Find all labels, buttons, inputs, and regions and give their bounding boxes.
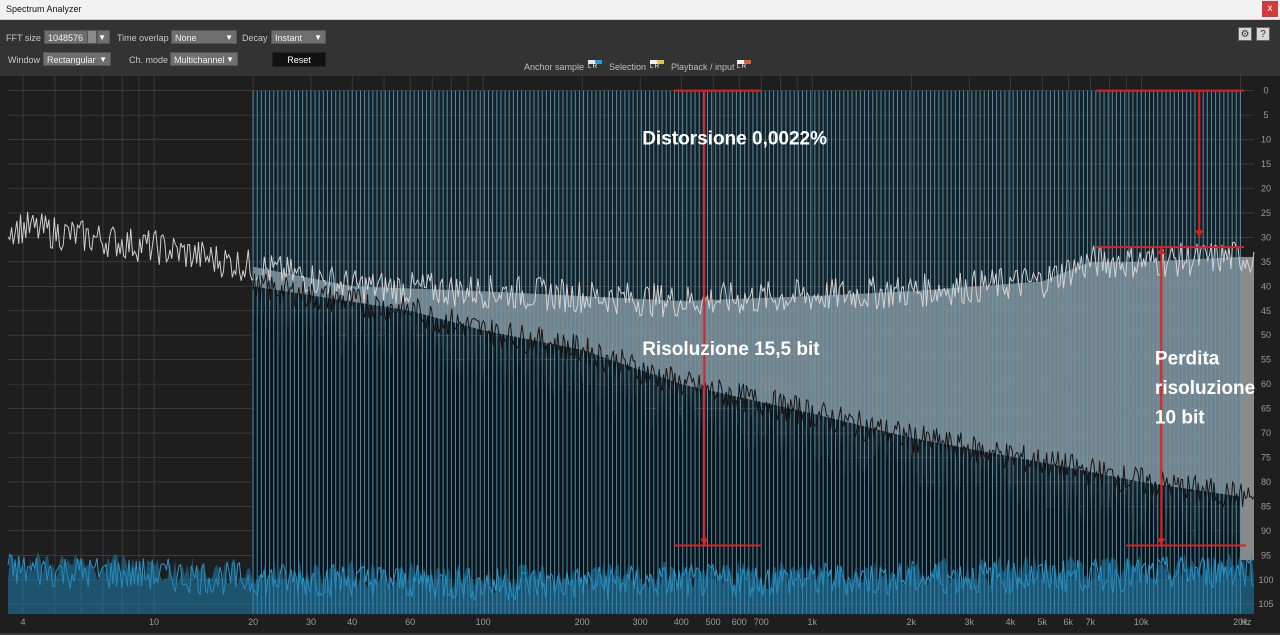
toolbar: FFT size 1048576 ▼ Time overlap None ▼ D…: [0, 20, 1280, 76]
x-tick-label: 6k: [1064, 617, 1074, 627]
window-select[interactable]: Rectangular ▼: [43, 52, 111, 66]
y-tick-label: 80: [1261, 477, 1271, 487]
x-tick-label: 30: [306, 617, 316, 627]
y-tick-label: 95: [1261, 550, 1271, 560]
y-tick-label: 0: [1263, 86, 1268, 96]
legend-anchor-sample: Anchor sample: [524, 62, 584, 72]
x-tick-label: 600: [732, 617, 747, 627]
chevron-down-icon: ▼: [226, 53, 234, 67]
x-unit-label: Hz: [1241, 617, 1252, 627]
y-tick-label: 35: [1261, 257, 1271, 267]
ch-mode-value: Multichannel: [174, 55, 225, 65]
y-tick-label: 15: [1261, 159, 1271, 169]
x-tick-label: 1k: [807, 617, 817, 627]
y-tick-label: 85: [1261, 501, 1271, 511]
y-tick-label: 45: [1261, 306, 1271, 316]
y-tick-label: 10: [1261, 135, 1271, 145]
annotation-text: risoluzione: [1155, 378, 1255, 399]
x-tick-label: 400: [674, 617, 689, 627]
x-tick-label: 20: [248, 617, 258, 627]
legend-selection: Selection: [609, 62, 646, 72]
y-tick-label: 60: [1261, 379, 1271, 389]
x-tick-label: 300: [633, 617, 648, 627]
spectrum-chart: Distorsione 0,0022%Distorsione 2,5%Risol…: [0, 76, 1280, 633]
x-tick-label: 4k: [1006, 617, 1016, 627]
x-tick-label: 700: [754, 617, 769, 627]
reset-button[interactable]: Reset: [272, 52, 326, 67]
chevron-down-icon: ▼: [225, 31, 233, 45]
annotation-text: Perdita: [1155, 349, 1220, 370]
decay-select[interactable]: Instant ▼: [271, 30, 326, 44]
time-overlap-value: None: [175, 33, 197, 43]
x-tick-label: 100: [476, 617, 491, 627]
y-tick-label: 50: [1261, 330, 1271, 340]
y-tick-label: 20: [1261, 183, 1271, 193]
x-tick-label: 200: [575, 617, 590, 627]
annotation-text: 10 bit: [1155, 407, 1205, 428]
fft-size-dropdown[interactable]: ▼: [97, 30, 110, 44]
y-tick-label: 55: [1261, 355, 1271, 365]
title-bar: Spectrum Analyzer x: [0, 0, 1280, 20]
fft-size-field[interactable]: 1048576: [44, 30, 88, 44]
window-value: Rectangular: [47, 55, 96, 65]
x-tick-label: 2k: [907, 617, 917, 627]
lr-swatch-icon: L R: [737, 60, 751, 72]
lr-swatch-icon: L R: [650, 60, 664, 72]
y-tick-label: 100: [1258, 575, 1273, 585]
ch-mode-label: Ch. mode: [129, 55, 168, 65]
y-tick-label: 5: [1263, 110, 1268, 120]
ch-mode-select[interactable]: Multichannel ▼: [170, 52, 238, 66]
chevron-down-icon: ▼: [314, 31, 322, 45]
lr-swatch-icon: L R: [588, 60, 602, 72]
time-overlap-select[interactable]: None ▼: [171, 30, 237, 44]
y-tick-label: 90: [1261, 526, 1271, 536]
y-tick-label: 105: [1258, 599, 1273, 609]
y-tick-label: 25: [1261, 208, 1271, 218]
annotation-text: Risoluzione 15,5 bit: [642, 339, 820, 360]
y-tick-label: 70: [1261, 428, 1271, 438]
gear-icon[interactable]: ⚙: [1238, 27, 1252, 41]
y-tick-label: 30: [1261, 232, 1271, 242]
decay-label: Decay: [242, 33, 268, 43]
annotation-text: Distorsione 0,0022%: [642, 128, 827, 149]
gray-band-fill: [1240, 257, 1254, 560]
fft-size-label: FFT size: [6, 33, 41, 43]
spectrum-plot[interactable]: Distorsione 0,0022%Distorsione 2,5%Risol…: [0, 76, 1280, 633]
x-tick-label: 60: [405, 617, 415, 627]
x-tick-label: 4: [21, 617, 26, 627]
x-tick-label: 3k: [964, 617, 974, 627]
decay-value: Instant: [275, 33, 302, 43]
legend-playback-input: Playback / input: [671, 62, 735, 72]
x-tick-label: 10: [149, 617, 159, 627]
y-tick-label: 75: [1261, 452, 1271, 462]
x-tick-label: 5k: [1037, 617, 1047, 627]
chevron-down-icon: ▼: [99, 53, 107, 67]
window-title: Spectrum Analyzer: [6, 4, 82, 14]
close-button[interactable]: x: [1262, 1, 1278, 17]
y-tick-label: 40: [1261, 281, 1271, 291]
fft-size-stepper[interactable]: [87, 30, 97, 44]
window-label: Window: [8, 55, 40, 65]
x-tick-label: 40: [347, 617, 357, 627]
y-tick-label: 65: [1261, 404, 1271, 414]
help-button[interactable]: ?: [1256, 27, 1270, 41]
x-tick-label: 500: [706, 617, 721, 627]
x-tick-label: 7k: [1086, 617, 1096, 627]
x-tick-label: 10k: [1134, 617, 1149, 627]
chevron-down-icon: ▼: [98, 31, 106, 45]
time-overlap-label: Time overlap: [117, 33, 169, 43]
